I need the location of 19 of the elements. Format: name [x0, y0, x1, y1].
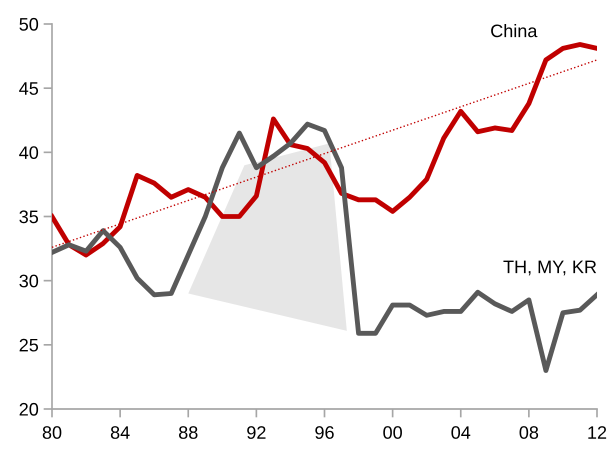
y-tick-label: 40: [19, 146, 38, 160]
x-tick-label: 00: [383, 426, 402, 439]
y-tick-label: 20: [20, 402, 38, 416]
x-tick-label: 92: [247, 426, 266, 439]
x-tick-label: 96: [315, 426, 334, 439]
y-tick-label: 25: [20, 338, 38, 352]
series-label: TH, MY, KR: [503, 260, 596, 276]
x-tick-label: 12: [588, 426, 606, 439]
x-tick-label: 84: [110, 426, 130, 439]
y-tick-label: 45: [19, 82, 38, 95]
x-tick-label: 04: [451, 426, 470, 439]
x-tick-label: 80: [42, 426, 62, 439]
y-tick-label: 35: [19, 210, 38, 224]
line-series: [52, 122, 597, 373]
y-tick-label: 50: [19, 18, 38, 31]
series-label: China: [491, 24, 538, 38]
x-tick-label: 08: [520, 426, 538, 439]
x-tick-label: 88: [178, 426, 198, 439]
y-tick-label: 30: [19, 274, 38, 288]
